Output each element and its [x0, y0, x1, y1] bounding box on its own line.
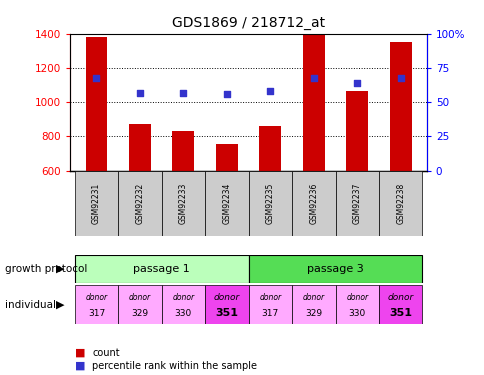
- Point: [223, 91, 230, 97]
- Bar: [291, 285, 335, 324]
- Text: ▶: ▶: [56, 264, 65, 274]
- Text: GSM92236: GSM92236: [309, 183, 318, 224]
- Bar: [346, 91, 367, 171]
- Point: [396, 75, 404, 81]
- Point: [179, 90, 187, 96]
- Text: growth protocol: growth protocol: [5, 264, 87, 274]
- Point: [136, 90, 143, 96]
- Text: 330: 330: [174, 309, 192, 318]
- Text: GSM92234: GSM92234: [222, 183, 231, 224]
- Bar: [75, 255, 248, 283]
- Bar: [205, 285, 248, 324]
- Text: ■: ■: [75, 348, 86, 358]
- Text: 329: 329: [131, 309, 148, 318]
- Text: percentile rank within the sample: percentile rank within the sample: [92, 361, 257, 371]
- Text: donor: donor: [85, 293, 107, 302]
- Text: donor: donor: [129, 293, 151, 302]
- Text: donor: donor: [387, 293, 413, 302]
- Point: [92, 75, 100, 81]
- Bar: [378, 285, 422, 324]
- Text: ▶: ▶: [56, 300, 65, 310]
- Bar: [75, 285, 118, 324]
- Text: GSM92235: GSM92235: [265, 183, 274, 224]
- Text: donor: donor: [302, 293, 324, 302]
- Bar: [248, 285, 291, 324]
- Text: ■: ■: [75, 361, 86, 371]
- Text: individual: individual: [5, 300, 56, 310]
- Bar: [215, 144, 237, 171]
- Point: [353, 80, 361, 86]
- Text: GSM92231: GSM92231: [92, 183, 101, 224]
- Point: [309, 75, 317, 81]
- Bar: [118, 285, 161, 324]
- Bar: [75, 171, 118, 236]
- Bar: [302, 34, 324, 171]
- Text: 317: 317: [261, 309, 278, 318]
- Bar: [129, 124, 151, 171]
- Bar: [248, 255, 422, 283]
- Text: passage 1: passage 1: [133, 264, 190, 274]
- Point: [266, 88, 273, 94]
- Title: GDS1869 / 218712_at: GDS1869 / 218712_at: [172, 16, 324, 30]
- Text: donor: donor: [172, 293, 194, 302]
- Text: donor: donor: [213, 293, 240, 302]
- Text: count: count: [92, 348, 120, 358]
- Bar: [248, 171, 291, 236]
- Bar: [161, 171, 205, 236]
- Text: donor: donor: [346, 293, 367, 302]
- Text: passage 3: passage 3: [306, 264, 363, 274]
- Text: donor: donor: [259, 293, 281, 302]
- Bar: [335, 285, 378, 324]
- Bar: [389, 42, 411, 171]
- Text: 317: 317: [88, 309, 105, 318]
- Bar: [378, 171, 422, 236]
- Bar: [291, 171, 335, 236]
- Bar: [205, 171, 248, 236]
- Text: GSM92237: GSM92237: [352, 183, 361, 224]
- Bar: [172, 131, 194, 171]
- Text: GSM92232: GSM92232: [135, 183, 144, 224]
- Bar: [259, 126, 281, 171]
- Bar: [85, 37, 107, 171]
- Text: 330: 330: [348, 309, 365, 318]
- Bar: [118, 171, 161, 236]
- Text: 351: 351: [389, 308, 411, 318]
- Bar: [335, 171, 378, 236]
- Bar: [161, 285, 205, 324]
- Text: 351: 351: [215, 308, 238, 318]
- Text: 329: 329: [304, 309, 322, 318]
- Text: GSM92233: GSM92233: [179, 183, 187, 224]
- Text: GSM92238: GSM92238: [395, 183, 404, 224]
